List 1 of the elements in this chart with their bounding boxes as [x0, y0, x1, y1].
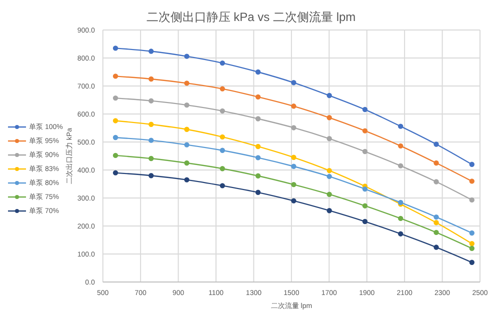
chart-title: 二次侧出口静压 kPa vs 二次侧流量 lpm: [145, 9, 357, 26]
